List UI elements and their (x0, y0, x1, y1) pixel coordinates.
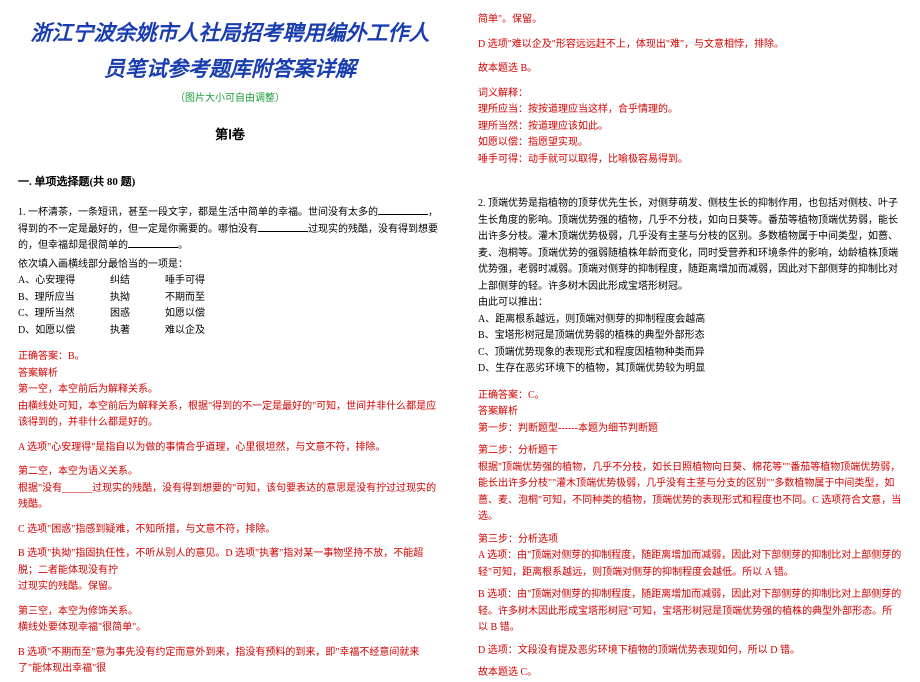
q1-b3: 不期而至 (165, 290, 240, 307)
blank-1 (378, 206, 428, 215)
q1-e3: A 选项"心安理得"是指自以为做的事情合乎道理，心里很坦然，与文意不符，排除。 (18, 440, 442, 457)
blank-3 (128, 239, 178, 248)
q1-d3: 难以企及 (165, 323, 240, 340)
q1-a2: 纠结 (110, 273, 165, 290)
q2-s4: 第三步：分析选项 (478, 532, 902, 549)
blank-2 (258, 223, 308, 232)
q1-e6: C 选项"困惑"指感到疑难，不知所措，与文意不符，排除。 (18, 522, 442, 539)
q2-exp-heading: 答案解析 (478, 404, 902, 421)
r7: 如愿以偿：指愿望实现。 (478, 135, 902, 152)
q1-c2: 困惑 (110, 306, 165, 323)
q1-opt-row-a: A、心安理得 纠结 唾手可得 (18, 273, 442, 290)
q1-e7b: 过现实的残酷。保留。 (18, 579, 442, 596)
q1-c1: C、理所当然 (18, 306, 110, 323)
q2-s1: 第一步：判断题型------本题为细节判断题 (478, 421, 902, 438)
q1-b2: 执拗 (110, 290, 165, 307)
q2-opt-d: D、生存在恶劣环境下的植物，其顶端优势较为明显 (478, 361, 902, 378)
r2: D 选项"难以企及"形容远远赶不上，体现出"难"，与文意相悖，排除。 (478, 37, 902, 54)
title-line-2: 员笔试参考题库附答案详解 (28, 52, 432, 88)
q2-s8: 故本题选 C。 (478, 665, 902, 682)
r1: 简单"。保留。 (478, 12, 902, 29)
left-column: 浙江宁波余姚市人社局招考聘用编外工作人 员笔试参考题库附答案详解 （图片大小可自… (0, 0, 460, 651)
doc-title: 浙江宁波余姚市人社局招考聘用编外工作人 员笔试参考题库附答案详解 (18, 12, 442, 87)
q1-d1: D、如愿以偿 (18, 323, 110, 340)
q1-d2: 执著 (110, 323, 165, 340)
q1-answer: 正确答案：B。 (18, 349, 442, 366)
q2-opt-b: B、宝塔形树冠是顶端优势弱的植株的典型外部形态 (478, 328, 902, 345)
q1-opt-row-d: D、如愿以偿 执著 难以企及 (18, 323, 442, 340)
right-column: 简单"。保留。 D 选项"难以企及"形容远远赶不上，体现出"难"，与文意相悖，排… (460, 0, 920, 651)
q1-opt-row-b: B、理所应当 执拗 不期而至 (18, 290, 442, 307)
volume-heading: 第Ⅰ卷 (18, 124, 442, 145)
spacer (478, 168, 902, 196)
q2-sub: 由此可以推出： (478, 295, 902, 312)
q1-b1: B、理所应当 (18, 290, 110, 307)
q1-a1: A、心安理得 (18, 273, 110, 290)
q2-stem: 2. 顶端优势是指植物的顶芽优先生长，对侧芽萌发、侧枝生长的抑制作用，也包括对侧… (478, 196, 902, 295)
q1-e1: 第一空，本空前后为解释关系。 (18, 382, 442, 399)
q2-s2: 第二步：分析题干 (478, 443, 902, 460)
q1-e9: 横线处要体现幸福"很简单"。 (18, 620, 442, 637)
q2-answer: 正确答案：C。 (478, 388, 902, 405)
q2-s5: A 选项：由"顶端对侧芽的抑制程度，随距离增加而减弱，因此对下部侧芽的抑制比对上… (478, 548, 902, 581)
subtitle: （图片大小可自由调整） (18, 91, 442, 108)
q1-c3: 如愿以偿 (165, 306, 240, 323)
q1-a3: 唾手可得 (165, 273, 240, 290)
q1-e5: 根据"没有______过现实的残酷，没有得到想要的"可知，该句要表达的意思是没有… (18, 481, 442, 514)
q1-opt-row-c: C、理所当然 困惑 如愿以偿 (18, 306, 442, 323)
r5: 理所应当：按按道理应当这样，合乎情理的。 (478, 102, 902, 119)
q2-s6: B 选项：由"顶端对侧芽的抑制程度，随距离增加而减弱，因此对下部侧芽的抑制比对上… (478, 587, 902, 637)
q1-stem-a: 1. 一杯清茶，一条短讯，甚至一段文字，都是生活中简单的幸福。世间没有太多的 (18, 207, 378, 218)
q1-e7a: B 选项"执拗"指固执任性，不听从别人的意见。D 选项"执著"指对某一事物坚持不… (18, 546, 442, 579)
r8: 唾手可得：动手就可以取得，比喻极容易得到。 (478, 152, 902, 169)
q1-e8: 第三空，本空为修饰关系。 (18, 604, 442, 621)
q1-e10: B 选项"不期而至"意为事先没有约定而意外到来，指没有预料的到来，即"幸福不经意… (18, 645, 442, 678)
r4: 词义解释： (478, 86, 902, 103)
q2-opt-a: A、距离根系越远，则顶端对侧芽的抑制程度会越高 (478, 312, 902, 329)
q1-e4: 第二空，本空为语义关系。 (18, 464, 442, 481)
q2-s3: 根据"顶端优势强的植物，几乎不分枝，如长日照植物向日葵、棉花等""番茄等植物顶端… (478, 460, 902, 526)
r3: 故本题选 B。 (478, 61, 902, 78)
q2-opt-c: C、顶端优势现象的表现形式和程度因植物种类而异 (478, 345, 902, 362)
q1-stem-d: 。 (178, 240, 188, 251)
q1-prompt: 依次填入画横线部分最恰当的一项是： (18, 257, 442, 274)
q1-stem: 1. 一杯清茶，一条短讯，甚至一段文字，都是生活中简单的幸福。世间没有太多的，得… (18, 205, 442, 255)
q1-exp-heading: 答案解析 (18, 366, 442, 383)
title-line-1: 浙江宁波余姚市人社局招考聘用编外工作人 (28, 16, 432, 52)
q1-e2: 由横线处可知，本空前后为解释关系，根据"得到的不一定是最好的"可知，世间并非什么… (18, 399, 442, 432)
r6: 理所当然：按道理应该如此。 (478, 119, 902, 136)
section-heading: 一. 单项选择题(共 80 题) (18, 173, 442, 191)
